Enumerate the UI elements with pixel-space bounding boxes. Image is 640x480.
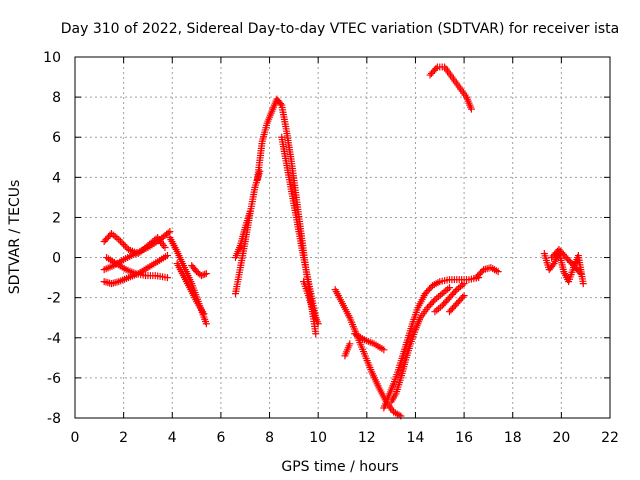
data-point	[446, 284, 453, 292]
series-arc-g	[188, 262, 210, 280]
data-point	[346, 340, 354, 348]
series-arc-u	[472, 264, 502, 282]
data-point	[123, 244, 131, 252]
data-point	[197, 272, 205, 280]
data-point	[200, 310, 208, 318]
data-point	[451, 287, 459, 295]
x-tick-label: 22	[601, 430, 619, 446]
series-arc-s	[446, 292, 468, 316]
x-tick-label: 8	[265, 430, 274, 446]
data-point	[276, 100, 284, 108]
y-tick-label: -4	[47, 331, 61, 347]
data-point	[201, 270, 209, 278]
grid	[75, 57, 610, 418]
data-marks	[100, 63, 587, 420]
series-arc-w	[548, 246, 585, 278]
plot-frame	[74, 56, 611, 419]
data-point	[429, 297, 437, 305]
x-tick-label: 0	[71, 430, 80, 446]
data-point	[575, 268, 583, 276]
data-point	[494, 268, 502, 276]
data-point	[460, 292, 468, 300]
data-point	[549, 261, 557, 269]
data-point	[120, 241, 128, 249]
y-tick-label: 10	[43, 50, 61, 66]
data-point	[161, 244, 169, 252]
series-arc-o	[341, 340, 354, 360]
data-point	[460, 280, 468, 288]
data-point	[166, 227, 174, 235]
series-arc-r	[431, 280, 468, 316]
y-tick-label: -8	[47, 411, 61, 427]
y-tick-label: -2	[47, 291, 61, 307]
data-point	[164, 229, 172, 237]
data-point	[579, 280, 587, 288]
y-axis-label: SDTVAR / TECUs	[7, 180, 23, 295]
series-arc-n	[351, 330, 388, 354]
series-arc-f	[173, 260, 208, 318]
data-point	[202, 320, 210, 328]
y-tick-label: 2	[52, 210, 61, 226]
data-point	[163, 274, 171, 282]
series-arc-d	[103, 254, 171, 282]
data-point	[115, 236, 123, 244]
series-arc-q	[387, 284, 453, 406]
series-arc-h	[232, 167, 264, 298]
data-point	[577, 270, 585, 278]
data-point	[118, 239, 126, 247]
series-arc-t	[426, 63, 475, 113]
x-axis-label: GPS time / hours	[281, 459, 398, 475]
x-tick-label: 20	[552, 430, 570, 446]
series-arc-i	[232, 207, 254, 262]
data-point	[202, 270, 210, 278]
series-arc-k	[278, 133, 320, 322]
x-tick-label: 12	[358, 430, 376, 446]
chart-title: Day 310 of 2022, Sidereal Day-to-day VTE…	[61, 21, 619, 37]
data-point	[312, 330, 320, 338]
data-point	[246, 207, 254, 215]
data-point	[199, 271, 207, 279]
series-arc-j	[253, 95, 320, 338]
y-tick-label: 4	[52, 170, 61, 186]
data-point	[380, 346, 388, 354]
series-arc-v	[540, 248, 587, 288]
data-point	[467, 105, 475, 113]
x-tick-label: 2	[119, 430, 128, 446]
x-tick-label: 16	[455, 430, 473, 446]
y-tick-label: -6	[47, 371, 61, 387]
x-tick-label: 18	[504, 430, 522, 446]
series-arc-l	[300, 278, 322, 328]
data-point	[116, 237, 124, 245]
x-tick-label: 6	[216, 430, 225, 446]
y-tick-label: 0	[52, 251, 61, 267]
data-point	[432, 65, 440, 73]
x-tick-label: 14	[407, 430, 425, 446]
data-point	[314, 320, 322, 328]
y-tick-label: 6	[52, 130, 61, 146]
data-point	[121, 242, 129, 250]
y-tick-label: 8	[52, 90, 61, 106]
data-point	[163, 252, 171, 260]
data-point	[459, 293, 467, 301]
series-arc-p	[380, 274, 483, 412]
x-tick-label: 10	[309, 430, 327, 446]
x-tick-label: 4	[168, 430, 177, 446]
